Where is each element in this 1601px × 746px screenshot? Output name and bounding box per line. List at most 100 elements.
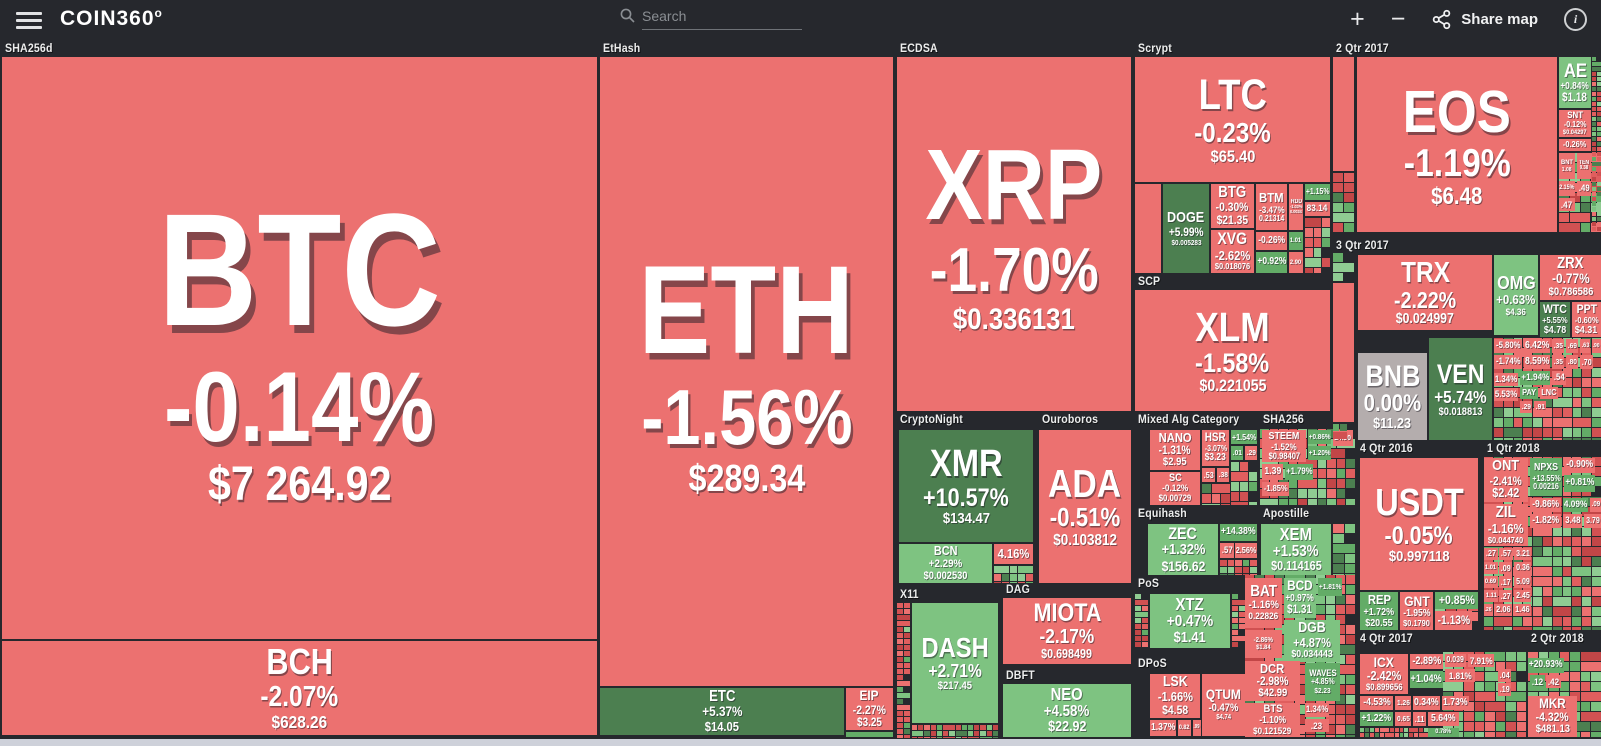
tile-miota[interactable]: MIOTA -2.17% $0.698499: [1003, 598, 1131, 664]
tile-micro[interactable]: .47: [1559, 198, 1575, 211]
tile-micro[interactable]: .11: [1413, 712, 1426, 726]
tile-bat[interactable]: BAT -1.16% 0.22826: [1245, 578, 1282, 628]
tile-micro[interactable]: -9.86%: [1530, 498, 1561, 512]
tile-micro[interactable]: .49: [1577, 181, 1591, 196]
tile-dash[interactable]: DASH +2.71% $217.45: [912, 603, 998, 723]
tile-micro[interactable]: .38: [1217, 468, 1229, 482]
tile-micro[interactable]: .12: [1530, 675, 1545, 688]
tile-waves[interactable]: WAVES +4.85% $2.23: [1305, 663, 1340, 701]
tile-micro[interactable]: -2.89%: [1410, 654, 1443, 669]
tile-eth[interactable]: ETH -1.56% $289.34: [600, 57, 893, 686]
tile-micro[interactable]: 2.06: [1494, 604, 1512, 616]
tile-micro[interactable]: .09: [1499, 562, 1512, 574]
tile-micro[interactable]: 83.14: [1305, 202, 1330, 216]
tile-blank[interactable]: [1333, 57, 1354, 171]
tile-icx[interactable]: ICX -2.42% $0.899656: [1360, 654, 1408, 694]
tile-zec[interactable]: ZEC +1.32% $156.62: [1148, 524, 1218, 575]
tile-bts[interactable]: BTS -1.10% $0.121529: [1245, 703, 1300, 737]
tile-micro[interactable]: .54: [1552, 371, 1566, 385]
tile-ont[interactable]: ONT -2.41% $2.42: [1484, 458, 1528, 502]
micro-tiles[interactable]: [1333, 173, 1354, 232]
tile-micro[interactable]: .53: [1202, 468, 1215, 482]
tile-micro[interactable]: .27: [1484, 548, 1498, 560]
tile-micro[interactable]: -0.26%: [1256, 232, 1287, 250]
tile-micro[interactable]: 1.11: [1484, 590, 1498, 602]
tile-micro[interactable]: 0.69: [1484, 576, 1498, 588]
tile-sc[interactable]: SC -0.12% $0.00729: [1150, 472, 1200, 505]
micro-tiles[interactable]: [897, 603, 910, 738]
tile-micro[interactable]: 0.78%: [1428, 728, 1459, 737]
tile-micro[interactable]: -0.90%: [1564, 458, 1595, 473]
micro-tiles[interactable]: [1333, 424, 1354, 440]
tile-micro[interactable]: 1.01: [1289, 232, 1303, 250]
tile-bch[interactable]: BCH -2.07% $628.26: [2, 641, 597, 735]
zoom-in-button[interactable]: +: [1350, 4, 1365, 33]
tile-btm[interactable]: BTM -3.47% 0.21314: [1256, 184, 1287, 230]
tile-micro[interactable]: .19: [1498, 683, 1511, 696]
tile-neo[interactable]: NEO +4.58% $22.92: [1003, 684, 1131, 737]
search-input[interactable]: [642, 6, 802, 30]
tile-snt[interactable]: SNT -0.12% $0.04297: [1559, 110, 1591, 137]
tile-eip[interactable]: EIP -2.27% $3.25: [846, 688, 893, 730]
tile-etc[interactable]: ETC +5.37% $14.05: [600, 688, 844, 735]
tile-trx[interactable]: TRX -2.22% $0.024997: [1358, 255, 1492, 330]
tile-micro[interactable]: +1.81%: [1318, 578, 1342, 596]
tile-ten[interactable]: TEN 9.38: [1577, 153, 1591, 179]
tile-wtc[interactable]: WTC +5.55% $4.78: [1540, 302, 1570, 337]
tile-micro[interactable]: 7.91%: [1468, 654, 1494, 667]
tile-micro[interactable]: 0.65: [1395, 712, 1411, 726]
tile-micro[interactable]: 0.34%: [1413, 696, 1440, 710]
tile-micro[interactable]: .42: [1546, 675, 1561, 688]
tile-micro[interactable]: 8.59%: [1524, 355, 1550, 369]
tile-micro[interactable]: .70: [1580, 355, 1593, 369]
app-logo[interactable]: COIN360o: [60, 6, 163, 31]
tile-micro[interactable]: 1.39: [1262, 464, 1283, 480]
tile-bcd[interactable]: BCD +0.97% $1.31: [1284, 578, 1316, 618]
tile-micro[interactable]: +1.94%: [1520, 371, 1550, 385]
tile-nano[interactable]: NANO -1.31% $2.95: [1150, 430, 1200, 470]
tile-omg[interactable]: OMG +0.63% $4.36: [1494, 255, 1538, 335]
tile-micro[interactable]: +14.38%: [1220, 524, 1257, 541]
tile-ltc[interactable]: LTC -0.23% $65.40: [1135, 57, 1330, 182]
tile-eos[interactable]: EOS -1.19% $6.48: [1357, 57, 1557, 232]
tile-micro[interactable]: +1.20%: [1308, 446, 1331, 460]
tile-micro[interactable]: +20.93%: [1528, 658, 1564, 673]
tile-micro[interactable]: 0.36: [1514, 562, 1531, 574]
tile-xvg[interactable]: XVG -2.62% $0.018076: [1211, 230, 1254, 273]
tile-micro[interactable]: -5.80%: [1494, 339, 1522, 353]
share-map-button[interactable]: Share map: [1431, 9, 1538, 30]
info-icon[interactable]: i: [1564, 7, 1587, 31]
tile-blank[interactable]: [1333, 283, 1354, 422]
tile-micro[interactable]: 1.01: [1484, 562, 1498, 574]
tile-xrp[interactable]: XRP -1.70% $0.336131: [897, 57, 1131, 411]
tile-micro[interactable]: .29: [1245, 446, 1257, 460]
tile-micro[interactable]: 6.42%: [1524, 339, 1550, 353]
tile-micro[interactable]: +1.54%: [1231, 430, 1257, 444]
tile-micro[interactable]: -1.74%: [1494, 355, 1522, 369]
tile-bcn[interactable]: BCN +2.29% $0.002530: [899, 544, 992, 583]
tile-xmr[interactable]: XMR +10.57% $134.47: [899, 430, 1033, 542]
micro-tiles[interactable]: [1202, 484, 1230, 505]
micro-tiles[interactable]: [912, 725, 998, 738]
tile-micro[interactable]: +1.15%: [1305, 184, 1330, 200]
tile-lsk[interactable]: LSK -1.66% $4.58: [1150, 674, 1200, 718]
tile-micro[interactable]: 2.56%: [1235, 543, 1257, 558]
tile-zil[interactable]: ZIL -1.16% $0.044740: [1484, 504, 1528, 546]
tile-micro[interactable]: 1.34%: [1305, 703, 1329, 717]
tile-micro[interactable]: 5.09: [1514, 576, 1531, 588]
tile-dcr[interactable]: DCR -2.98% $42.99: [1245, 661, 1300, 701]
tile-bnt[interactable]: BNT 1.08: [1559, 153, 1575, 179]
micro-tiles[interactable]: [1305, 218, 1330, 273]
tile-micro[interactable]: 3.79: [1584, 514, 1601, 528]
tile-micro[interactable]: 0.82: [1178, 720, 1191, 736]
tile-micro[interactable]: .57: [1220, 543, 1234, 558]
tile-micro[interactable]: .80: [1566, 355, 1578, 369]
tile-micro[interactable]: 1.73%: [1442, 696, 1469, 710]
tile-npxs[interactable]: NPXS +13.55% 0.00216: [1530, 458, 1562, 496]
micro-tiles[interactable]: [1333, 524, 1355, 575]
tile-bnb[interactable]: BNB 0.00% $11.23: [1358, 353, 1427, 440]
tile-micro[interactable]: .09: [1590, 498, 1601, 512]
tile-micro[interactable]: 1.81%: [1445, 669, 1475, 682]
tile-micro[interactable]: .99: [1193, 720, 1201, 736]
menu-icon[interactable]: [16, 8, 42, 33]
